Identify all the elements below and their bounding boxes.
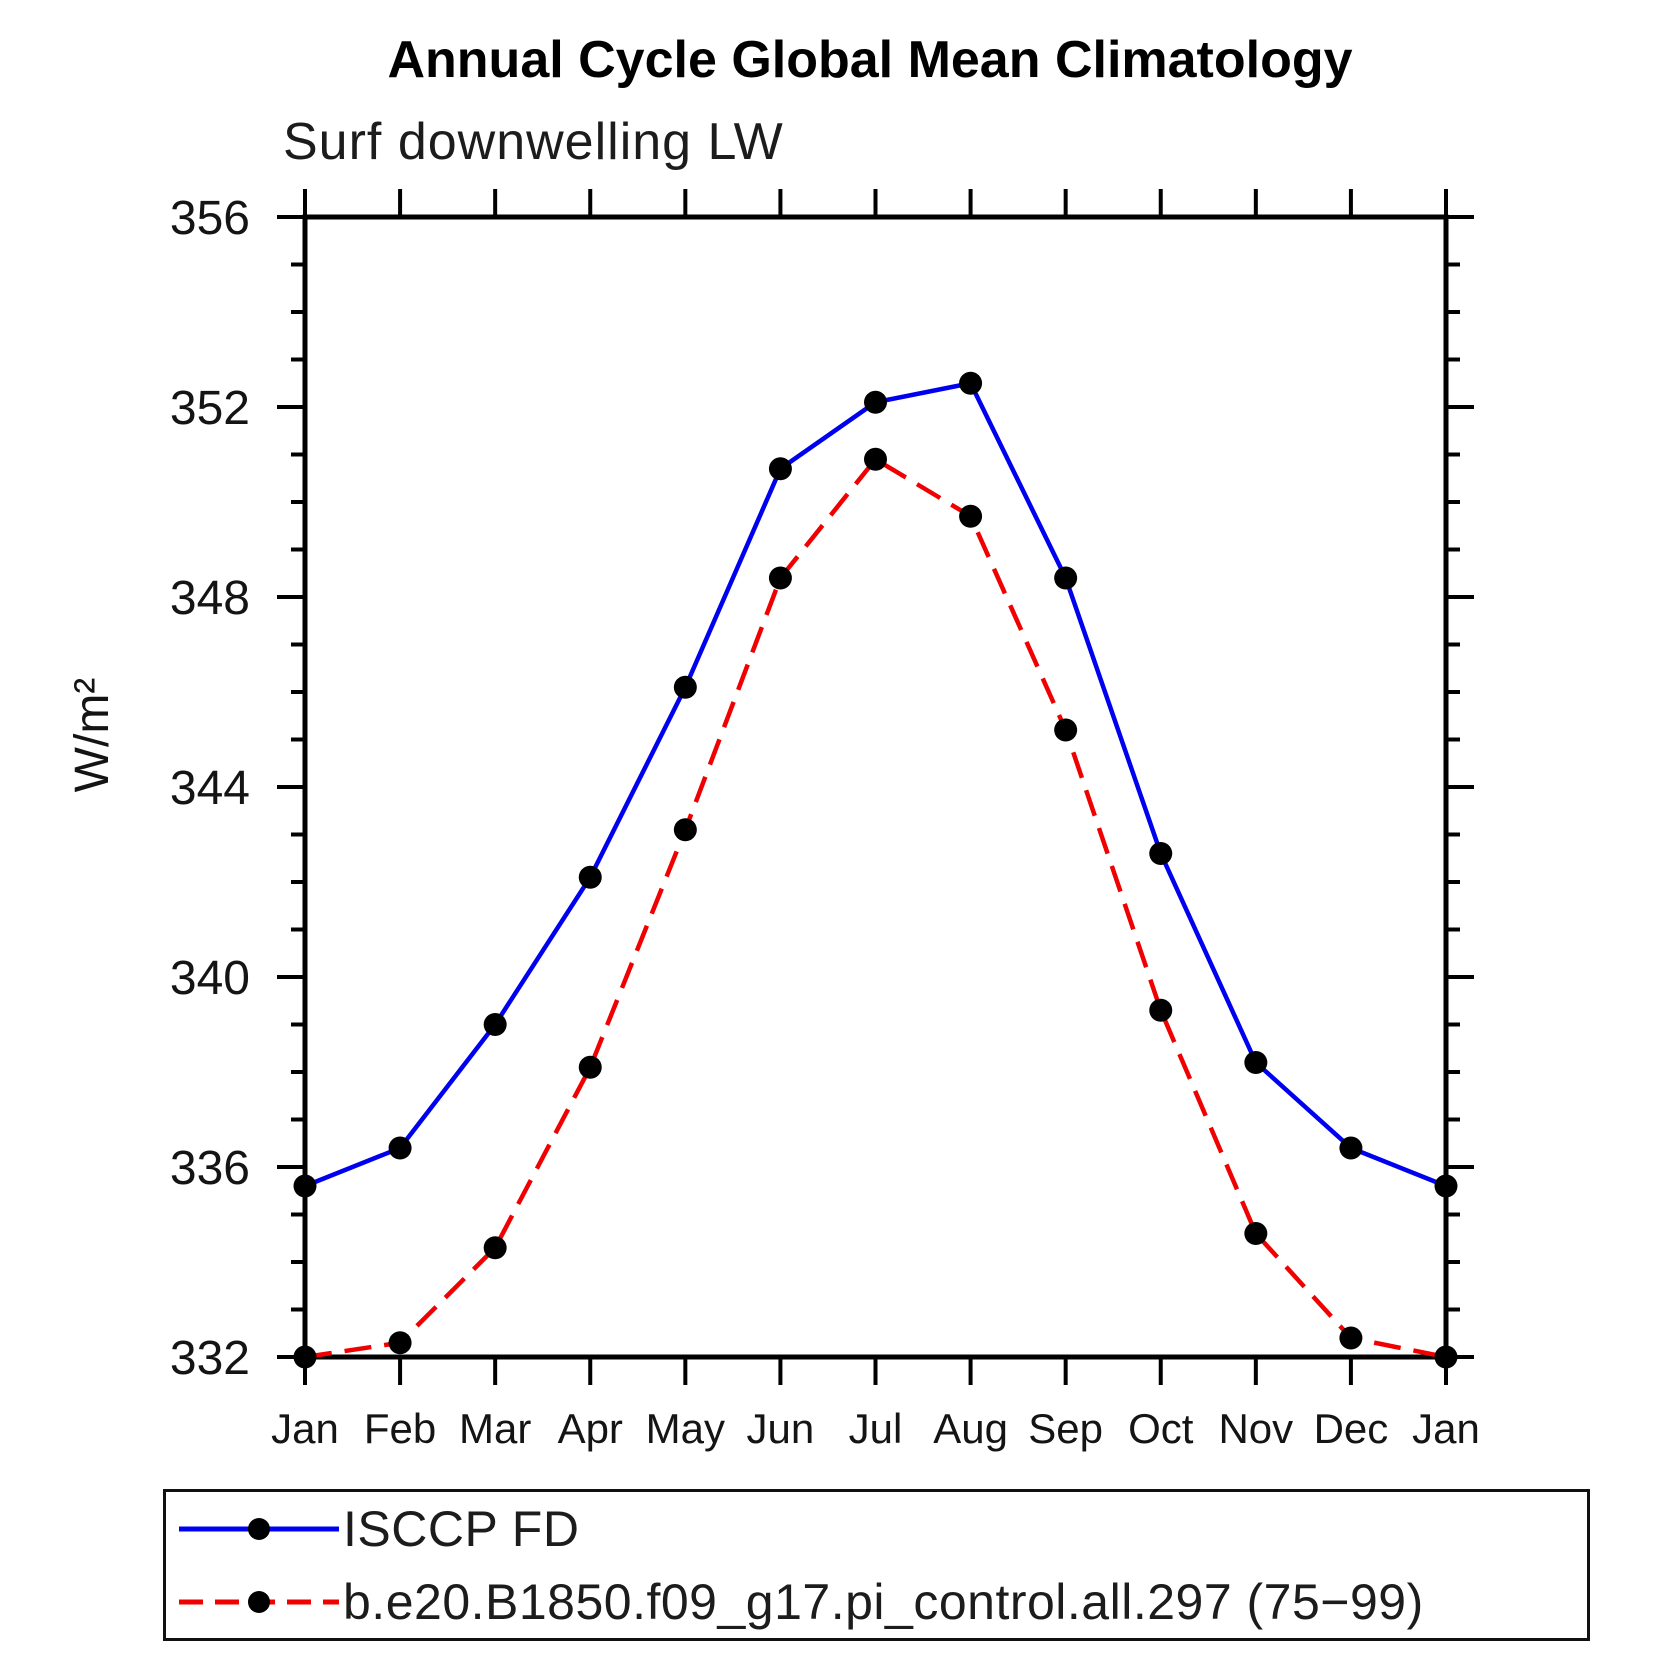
data-point-isccp <box>578 865 602 889</box>
data-point-isccp <box>483 1013 507 1036</box>
data-point-model <box>673 818 697 842</box>
data-point-model <box>1434 1345 1458 1369</box>
x-axis-tick-label: Aug <box>933 1405 1008 1452</box>
data-point-isccp <box>673 675 697 699</box>
legend-sample-dashed-line <box>179 1590 339 1613</box>
y-axis-tick-label: 352 <box>170 382 250 435</box>
legend-item-model: b.e20.B1850.f09_g17.pi_control.all.297 (… <box>166 1565 1587 1638</box>
series-line-isccp <box>304 381 1447 1189</box>
x-axis-tick-label: Mar <box>459 1405 531 1452</box>
data-point-isccp <box>1149 842 1173 865</box>
series-line-model <box>304 457 1447 1360</box>
data-point-model <box>578 1055 602 1079</box>
data-point-model <box>1149 998 1173 1022</box>
x-axis-tick-label: Jan <box>1412 1405 1480 1452</box>
data-point-isccp <box>1054 566 1078 590</box>
data-point-isccp <box>959 371 983 395</box>
data-point-isccp <box>1434 1174 1458 1198</box>
legend-label-isccp: ISCCP FD <box>343 1500 580 1557</box>
y-axis-title: W/m² <box>66 678 119 793</box>
data-point-isccp <box>1339 1136 1363 1160</box>
data-point-isccp <box>864 390 887 414</box>
data-point-model <box>1054 718 1078 742</box>
legend-sample-solid-line <box>179 1517 339 1540</box>
data-point-model <box>1339 1326 1363 1350</box>
x-axis-tick-label: Nov <box>1218 1405 1293 1452</box>
data-point-model <box>768 566 792 590</box>
x-axis-tick-label: Jul <box>849 1405 903 1452</box>
x-axis-tick-label: Apr <box>558 1405 623 1452</box>
y-axis-tick-label: 336 <box>170 1142 250 1195</box>
data-point-model <box>864 447 887 471</box>
data-point-isccp <box>1244 1051 1268 1074</box>
x-axis-tick-label: Sep <box>1028 1405 1103 1452</box>
x-axis-tick-label: Jan <box>271 1405 339 1452</box>
data-point-model <box>293 1345 317 1369</box>
x-axis-tick-label: Feb <box>364 1405 436 1452</box>
x-axis-tick-label: Oct <box>1128 1405 1194 1452</box>
data-point-isccp <box>768 457 792 481</box>
legend-item-isccp: ISCCP FD <box>166 1492 1587 1565</box>
data-point-model <box>1244 1222 1268 1245</box>
y-axis-tick-label: 348 <box>170 572 250 625</box>
chart-subtitle: Surf downwelling LW <box>283 113 784 171</box>
x-axis-tick-label: Jun <box>747 1405 815 1452</box>
data-point-isccp <box>388 1136 412 1160</box>
legend-marker-dot-icon <box>248 1517 270 1540</box>
y-axis-tick-label: 356 <box>170 192 250 245</box>
x-axis-tick-label: May <box>646 1405 725 1452</box>
chart-title: Annual Cycle Global Mean Climatology <box>387 31 1353 89</box>
x-axis-tick-label: Dec <box>1314 1405 1389 1452</box>
legend-label-model: b.e20.B1850.f09_g17.pi_control.all.297 (… <box>343 1573 1424 1630</box>
data-point-model <box>388 1331 412 1355</box>
data-point-isccp <box>293 1174 317 1198</box>
data-point-model <box>959 504 983 528</box>
legend-marker-dot-icon <box>248 1590 270 1613</box>
y-axis-tick-label: 344 <box>170 762 250 815</box>
axes-frame <box>302 214 1449 1360</box>
y-axis-tick-label: 332 <box>170 1332 250 1385</box>
y-axis-tick-label: 340 <box>170 952 250 1005</box>
legend-box: ISCCP FD b.e20.B1850.f09_g17.pi_control.… <box>163 1489 1590 1641</box>
data-point-model <box>483 1236 507 1260</box>
